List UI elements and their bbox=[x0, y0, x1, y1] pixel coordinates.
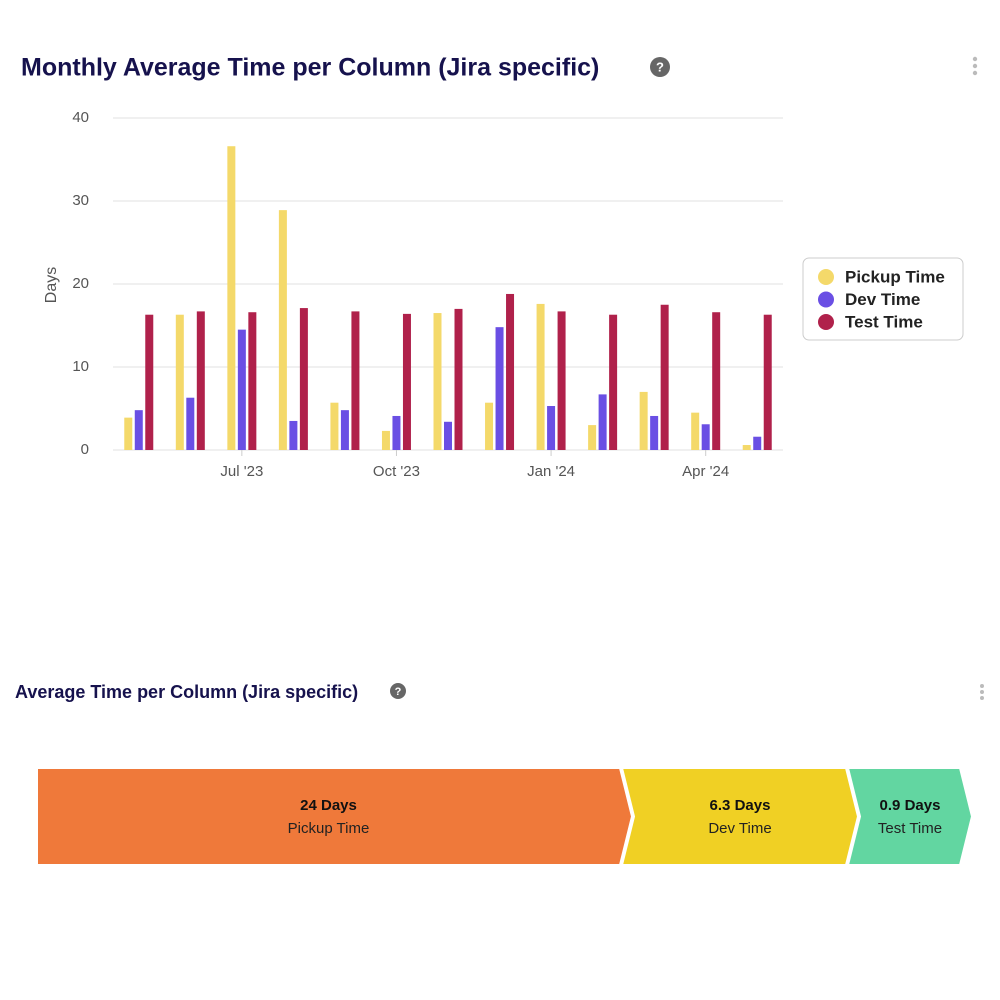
bar bbox=[691, 412, 700, 450]
bar bbox=[495, 327, 504, 450]
svg-text:?: ? bbox=[395, 686, 402, 698]
bar bbox=[660, 304, 669, 450]
bar bbox=[753, 436, 762, 450]
chart-title: Monthly Average Time per Column (Jira sp… bbox=[21, 54, 599, 82]
segment-label: Pickup Time bbox=[288, 820, 370, 837]
segment-label: Test Time bbox=[878, 820, 942, 837]
y-tick-label: 10 bbox=[72, 358, 89, 375]
bar bbox=[248, 312, 257, 450]
segment-value: 6.3 Days bbox=[710, 797, 771, 814]
bar bbox=[381, 430, 390, 450]
bar bbox=[237, 329, 246, 450]
x-tick-label: Apr '24 bbox=[682, 463, 729, 480]
bar bbox=[650, 415, 659, 450]
segment bbox=[36, 767, 634, 866]
bar bbox=[454, 308, 463, 450]
x-tick-label: Jul '23 bbox=[220, 463, 263, 480]
y-axis-title: Days bbox=[43, 267, 60, 303]
bar bbox=[402, 313, 411, 450]
menu-button[interactable] bbox=[980, 684, 984, 700]
bar bbox=[444, 421, 452, 450]
bar bbox=[485, 402, 494, 450]
y-tick-label: 20 bbox=[72, 275, 89, 292]
chart-title: Average Time per Column (Jira specific) bbox=[15, 682, 358, 702]
bar bbox=[712, 312, 721, 450]
segment bbox=[846, 767, 974, 866]
help-icon[interactable]: ? bbox=[650, 57, 670, 77]
bar bbox=[506, 293, 515, 450]
legend-box bbox=[802, 257, 964, 341]
bar bbox=[609, 314, 618, 450]
legend-label: Dev Time bbox=[845, 290, 920, 309]
bar bbox=[701, 424, 710, 450]
bar bbox=[557, 311, 566, 450]
bar bbox=[742, 445, 751, 450]
bar bbox=[289, 420, 298, 450]
bar bbox=[278, 210, 287, 450]
bar bbox=[536, 303, 545, 450]
legend-marker bbox=[818, 291, 834, 308]
bar bbox=[639, 391, 648, 450]
bar bbox=[175, 314, 184, 450]
y-tick-label: 40 bbox=[72, 109, 89, 126]
legend-label: Test Time bbox=[845, 312, 923, 331]
bar bbox=[186, 397, 195, 450]
bar bbox=[392, 415, 401, 450]
segment-value: 0.9 Days bbox=[880, 797, 941, 814]
y-tick-label: 30 bbox=[72, 192, 89, 209]
bar bbox=[588, 425, 597, 450]
bar bbox=[196, 311, 205, 450]
bar bbox=[351, 311, 360, 450]
bar bbox=[134, 410, 143, 450]
segment-label: Dev Time bbox=[708, 820, 771, 837]
bar bbox=[340, 410, 349, 450]
bar bbox=[433, 313, 442, 450]
bar bbox=[299, 308, 308, 450]
legend-marker bbox=[818, 314, 834, 330]
x-tick-label: Jan '24 bbox=[527, 463, 575, 480]
x-tick-label: Oct '23 bbox=[373, 463, 420, 480]
bar bbox=[330, 402, 339, 450]
menu-button[interactable] bbox=[972, 56, 978, 76]
legend-marker bbox=[818, 269, 834, 285]
help-icon[interactable]: ? bbox=[390, 683, 406, 699]
segment bbox=[620, 767, 860, 866]
bar bbox=[227, 146, 236, 450]
segment-value: 24 Days bbox=[300, 797, 357, 814]
bar bbox=[547, 406, 556, 450]
legend-label: Pickup Time bbox=[845, 267, 945, 286]
bar bbox=[763, 314, 772, 450]
y-tick-label: 0 bbox=[81, 441, 89, 458]
bar bbox=[598, 394, 607, 450]
svg-text:?: ? bbox=[656, 59, 664, 74]
bar bbox=[124, 417, 133, 450]
bar bbox=[145, 314, 154, 450]
